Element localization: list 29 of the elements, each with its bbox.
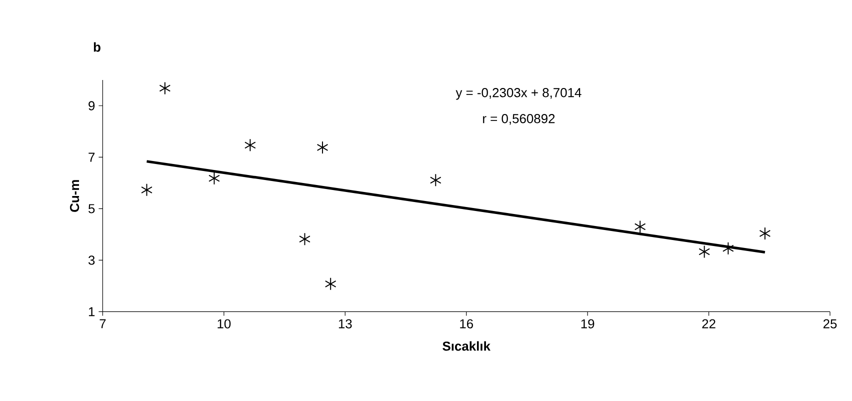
x-tick-label: 25: [823, 319, 837, 328]
point: [208, 172, 220, 185]
x-tick-label: 7: [100, 319, 106, 328]
x-tick-label: 10: [218, 319, 231, 328]
annotation: r = 0,560892: [483, 114, 555, 125]
point: [299, 232, 310, 246]
point: [141, 183, 152, 196]
y-tick-label: 9: [88, 101, 95, 110]
y-tick-label: 5: [88, 204, 95, 214]
point: [759, 226, 771, 240]
y-tick-label: 1: [88, 307, 95, 316]
x-axis-title: Sıcaklık: [442, 341, 490, 351]
y-tick-label: 7: [88, 152, 95, 162]
chart-title: b: [94, 42, 100, 52]
x-tick-label: 19: [581, 319, 594, 328]
x-tick-label: 16: [460, 319, 473, 328]
x-tick-label: 13: [338, 319, 352, 328]
point: [324, 277, 336, 290]
x-tick-label: 22: [702, 319, 716, 328]
point: [698, 245, 710, 258]
point: [430, 174, 442, 187]
annotation: y = -0,2303x + 8,7014: [456, 88, 582, 100]
point: [244, 138, 256, 152]
point: [634, 220, 646, 234]
point: [722, 242, 734, 255]
point: [159, 82, 171, 95]
y-tick-label: 3: [88, 256, 95, 265]
y-axis-title: Cu-m: [70, 180, 80, 212]
point: [316, 140, 328, 154]
